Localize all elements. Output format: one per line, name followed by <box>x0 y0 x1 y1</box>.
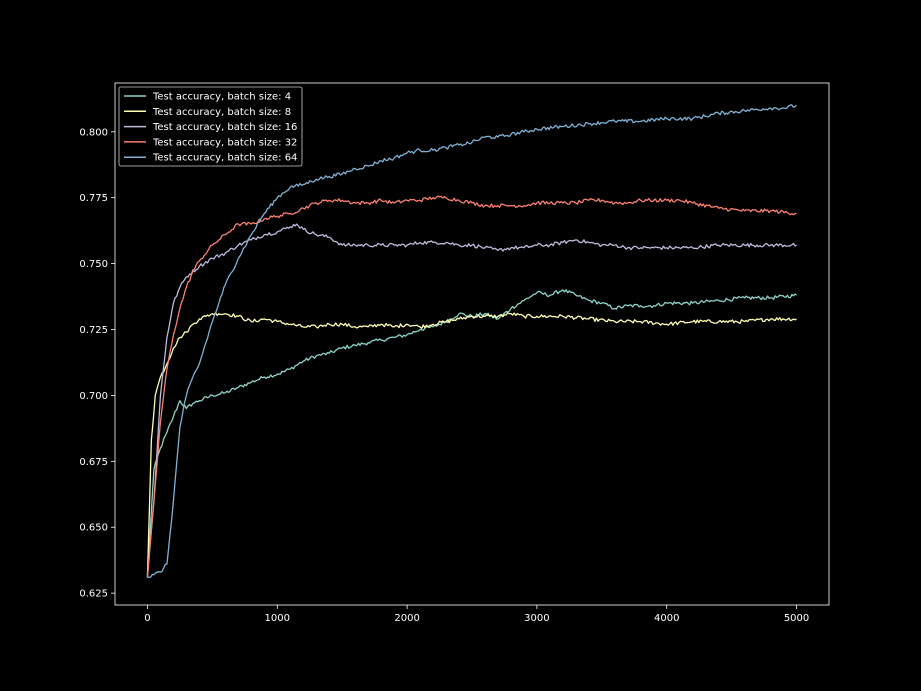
plot-area <box>114 82 830 606</box>
series-line-2 <box>146 312 797 578</box>
y-tick-label: 0.700 <box>79 391 108 402</box>
y-tick-label: 0.725 <box>79 325 108 336</box>
series-line-5 <box>147 104 797 579</box>
legend-label: Test accuracy, batch size: 64 <box>152 153 297 164</box>
y-tick-label: 0.650 <box>79 523 108 534</box>
legend: Test accuracy, batch size: 4 Test accurac… <box>118 86 303 167</box>
x-axis: 0 1000 2000 3000 4000 5000 <box>144 605 809 624</box>
legend-label: Test accuracy, batch size: 8 <box>152 107 291 118</box>
legend-label: Test accuracy, batch size: 32 <box>152 137 297 148</box>
series-line-3 <box>146 223 797 578</box>
legend-box <box>118 86 303 167</box>
x-tick-label: 0 <box>144 613 150 624</box>
y-tick-label: 0.800 <box>79 127 108 138</box>
y-tick-label: 0.675 <box>79 457 108 468</box>
legend-label: Test accuracy, batch size: 4 <box>152 92 291 103</box>
x-tick-label: 1000 <box>265 613 290 624</box>
y-tick-label: 0.625 <box>79 589 108 600</box>
x-tick-label: 4000 <box>654 613 679 624</box>
x-tick-label: 5000 <box>784 613 809 624</box>
legend-label: Test accuracy, batch size: 16 <box>152 122 297 133</box>
y-tick-label: 0.775 <box>79 193 108 204</box>
x-tick-label: 2000 <box>394 613 419 624</box>
y-tick-label: 0.750 <box>79 259 108 270</box>
x-tick-label: 3000 <box>524 613 549 624</box>
y-axis: 0.625 0.650 0.675 0.700 0.725 0.750 0.775 0.800 <box>79 127 115 600</box>
series-line-1 <box>146 289 797 575</box>
series-line-4 <box>146 195 797 578</box>
series-layer <box>146 104 797 579</box>
